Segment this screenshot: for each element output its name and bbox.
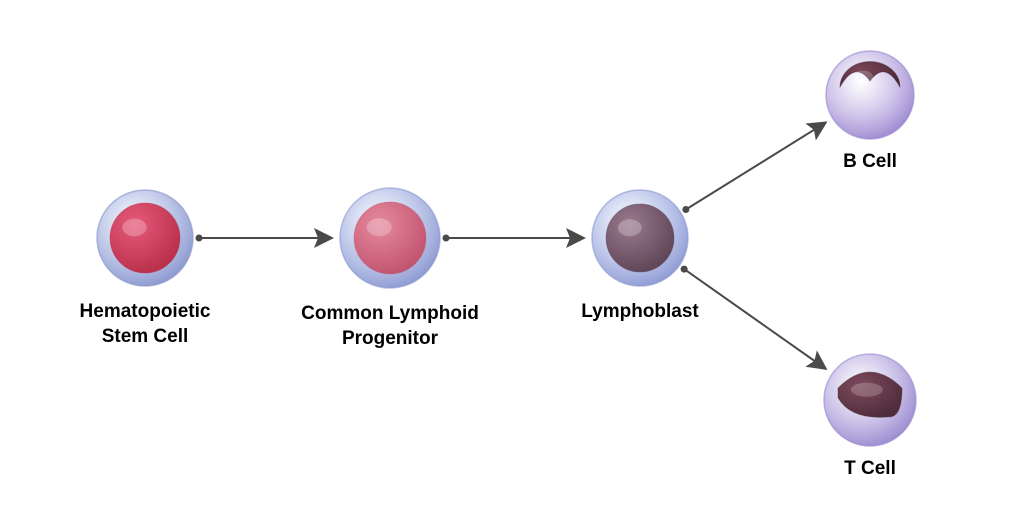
cell-label-bcell: B Cell — [843, 150, 897, 175]
cell-label-wrap-bcell: B Cell — [750, 150, 990, 175]
cell-lymphoblast — [592, 190, 688, 286]
cell-label-wrap-clp: Common Lymphoid Progenitor — [270, 302, 510, 351]
cell-label-tcell: T Cell — [844, 457, 896, 482]
cell-hsc — [97, 190, 193, 286]
cell-label-clp: Common Lymphoid Progenitor — [301, 302, 479, 351]
cell-bcell — [826, 51, 914, 139]
diagram-canvas — [0, 0, 1024, 518]
cell-label-wrap-lymphoblast: Lymphoblast — [520, 300, 760, 325]
cell-label-wrap-hsc: Hematopoietic Stem Cell — [25, 300, 265, 349]
cell-tcell — [824, 354, 916, 446]
cell-label-hsc: Hematopoietic Stem Cell — [80, 300, 211, 349]
cell-clp — [340, 188, 440, 288]
cell-label-wrap-tcell: T Cell — [750, 457, 990, 482]
cell-label-lymphoblast: Lymphoblast — [581, 300, 699, 325]
